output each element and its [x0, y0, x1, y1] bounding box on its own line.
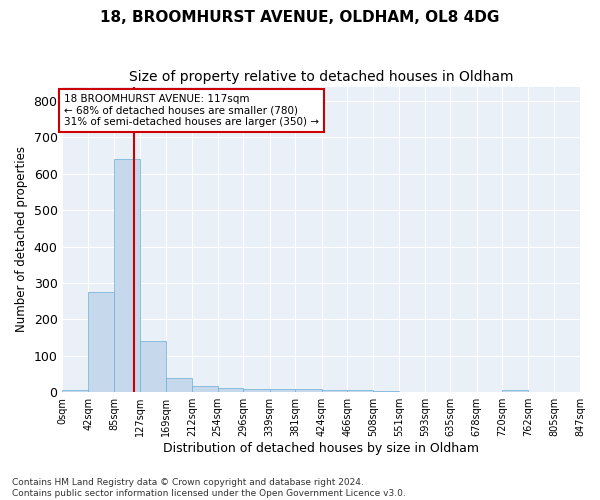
Bar: [88, 292, 115, 392]
Bar: [192, 386, 218, 392]
Bar: [115, 160, 140, 392]
Bar: [502, 390, 528, 392]
Title: Size of property relative to detached houses in Oldham: Size of property relative to detached ho…: [129, 70, 514, 84]
Bar: [243, 390, 269, 392]
Text: Contains HM Land Registry data © Crown copyright and database right 2024.
Contai: Contains HM Land Registry data © Crown c…: [12, 478, 406, 498]
Y-axis label: Number of detached properties: Number of detached properties: [15, 146, 28, 332]
Bar: [269, 390, 295, 392]
Text: 18, BROOMHURST AVENUE, OLDHAM, OL8 4DG: 18, BROOMHURST AVENUE, OLDHAM, OL8 4DG: [100, 10, 500, 25]
Text: 18 BROOMHURST AVENUE: 117sqm
← 68% of detached houses are smaller (780)
31% of s: 18 BROOMHURST AVENUE: 117sqm ← 68% of de…: [64, 94, 319, 127]
Bar: [166, 378, 192, 392]
Bar: [140, 342, 166, 392]
Bar: [218, 388, 243, 392]
Bar: [295, 390, 322, 392]
Bar: [322, 390, 347, 392]
Bar: [347, 390, 373, 392]
Bar: [62, 390, 88, 392]
X-axis label: Distribution of detached houses by size in Oldham: Distribution of detached houses by size …: [163, 442, 479, 455]
